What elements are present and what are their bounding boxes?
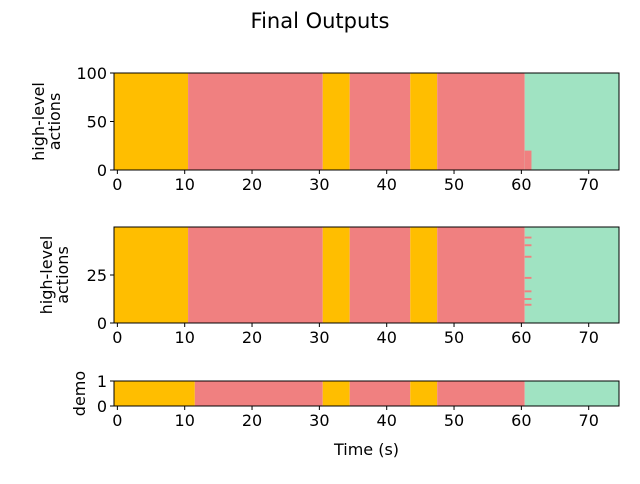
x-tick-label: 50 xyxy=(444,411,464,430)
segment-orange xyxy=(114,73,189,170)
segment-green xyxy=(524,227,619,323)
segment-red xyxy=(349,227,411,323)
segment-red xyxy=(188,73,323,170)
segment-red xyxy=(188,227,323,323)
segment-green xyxy=(524,381,619,406)
segment-orange xyxy=(114,227,189,323)
x-tick-label: 40 xyxy=(377,175,397,194)
x-tick-label: 0 xyxy=(112,328,122,347)
segment-red xyxy=(194,381,323,406)
patch-red xyxy=(524,244,532,247)
x-axis-label: Time (s) xyxy=(333,440,399,459)
segment-red xyxy=(437,381,525,406)
x-tick-label: 20 xyxy=(242,175,262,194)
x-tick-label: 0 xyxy=(112,411,122,430)
x-tick-label: 50 xyxy=(444,175,464,194)
x-tick-label: 60 xyxy=(511,328,531,347)
x-tick-label: 40 xyxy=(377,328,397,347)
segment-orange xyxy=(322,73,350,170)
segment-red xyxy=(349,73,411,170)
patch-red xyxy=(524,303,532,306)
segment-orange xyxy=(114,381,195,406)
panel-top: 0 10 20 30 40 50 60 70 0 50 100 high-levelactions xyxy=(29,64,620,194)
x-tick-label: 10 xyxy=(175,411,195,430)
y-tick-label: 25 xyxy=(87,266,107,285)
x-tick-label: 20 xyxy=(242,328,262,347)
segment-red xyxy=(437,73,525,170)
x-tick-label: 50 xyxy=(444,328,464,347)
patch-red xyxy=(524,236,532,239)
x-tick-label: 20 xyxy=(242,411,262,430)
segment-red xyxy=(349,381,411,406)
y-tick-label: 0 xyxy=(97,161,107,180)
y-tick-label: 0 xyxy=(97,397,107,416)
segment-orange xyxy=(322,227,350,323)
x-tick-label: 70 xyxy=(579,175,599,194)
x-tick-label: 0 xyxy=(112,175,122,194)
patch-red xyxy=(524,290,532,293)
segment-red xyxy=(437,227,525,323)
segment-orange xyxy=(322,381,350,406)
x-tick-label: 40 xyxy=(377,411,397,430)
x-tick-label: 10 xyxy=(175,175,195,194)
y-tick-label: 100 xyxy=(76,64,107,83)
chart-title: Final Outputs xyxy=(251,9,390,33)
y-axis-label: high-levelactions xyxy=(37,236,72,315)
y-axis-label: demo xyxy=(70,371,89,416)
patch-red xyxy=(524,150,532,170)
panel-bottom: 0 10 20 30 40 50 60 70 0 1 demo Time (s) xyxy=(70,371,620,459)
patch-red xyxy=(521,298,532,300)
x-tick-label: 70 xyxy=(579,328,599,347)
axes-frame xyxy=(113,380,620,407)
panel-middle: 0 10 20 30 40 50 60 70 0 25 high-levelactions xyxy=(37,226,620,347)
patch-red xyxy=(524,276,532,279)
x-tick-label: 30 xyxy=(309,328,329,347)
x-tick-label: 60 xyxy=(511,175,531,194)
x-tick-label: 60 xyxy=(511,411,531,430)
segment-orange xyxy=(410,381,438,406)
segment-orange xyxy=(410,73,438,170)
x-tick-label: 70 xyxy=(579,411,599,430)
x-tick-label: 30 xyxy=(309,411,329,430)
y-axis-label: high-levelactions xyxy=(29,82,64,161)
x-tick-label: 10 xyxy=(175,328,195,347)
y-tick-label: 50 xyxy=(87,113,107,132)
segment-green xyxy=(524,73,619,170)
y-tick-label: 1 xyxy=(97,372,107,391)
patch-red xyxy=(524,255,532,258)
x-tick-label: 30 xyxy=(309,175,329,194)
segment-orange xyxy=(410,227,438,323)
y-tick-label: 0 xyxy=(97,314,107,333)
